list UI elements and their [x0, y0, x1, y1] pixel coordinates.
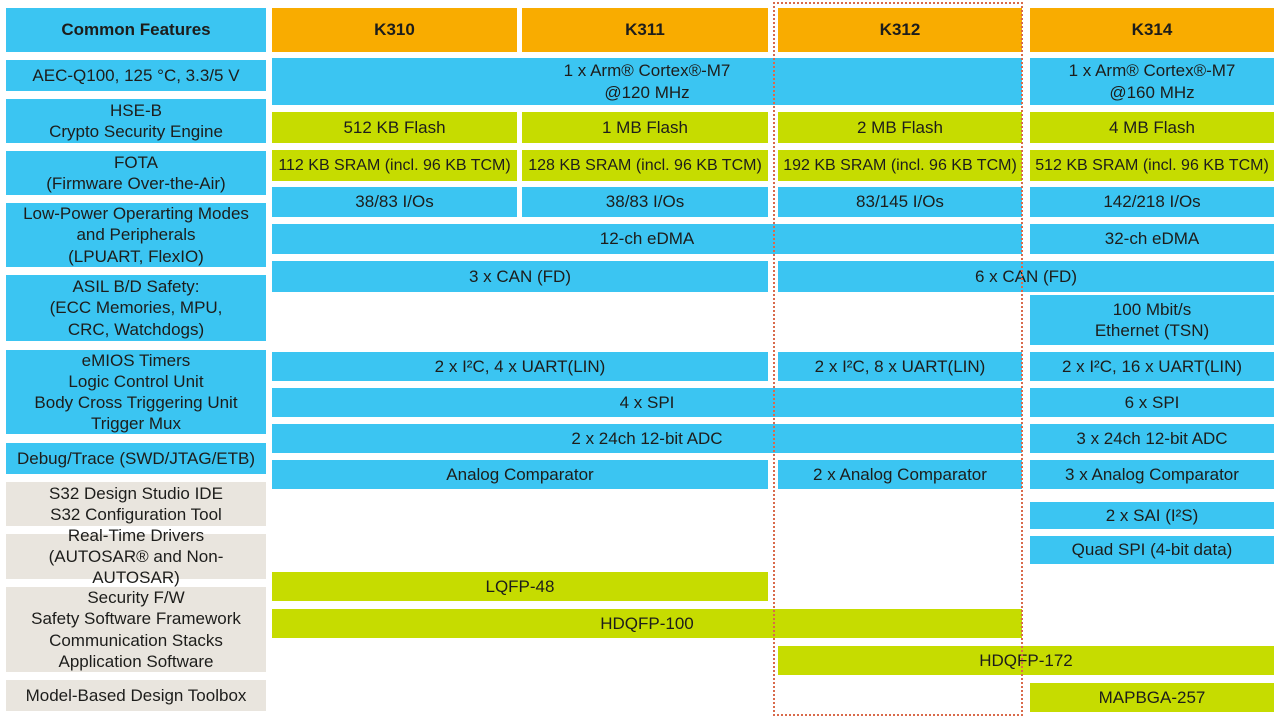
- spec-comparator-k310-k311: Analog Comparator: [272, 460, 768, 489]
- spec-adc-k310-k312: 2 x 24ch 12-bit ADC: [272, 424, 1022, 453]
- spec-flash-k314: 4 MB Flash: [1030, 112, 1274, 143]
- spec-flash-k311: 1 MB Flash: [522, 112, 768, 143]
- spec-sram-k310: 112 KB SRAM (incl. 96 KB TCM): [272, 150, 517, 181]
- spec-flash-k310: 512 KB Flash: [272, 112, 517, 143]
- spec-package-hdqfp172: HDQFP-172: [778, 646, 1274, 675]
- feature-emios-timers: eMIOS Timers Logic Control Unit Body Cro…: [6, 350, 266, 434]
- spec-sram-k311: 128 KB SRAM (incl. 96 KB TCM): [522, 150, 768, 181]
- spec-i2c-uart-k312: 2 x I²C, 8 x UART(LIN): [778, 352, 1022, 381]
- spec-sram-k314: 512 KB SRAM (incl. 96 KB TCM): [1030, 150, 1274, 181]
- spec-ios-k311: 38/83 I/Os: [522, 187, 768, 217]
- feature-real-time-drivers: Real-Time Drivers (AUTOSAR® and Non-AUTO…: [6, 526, 266, 587]
- spec-ethernet-k314: 100 Mbit/s Ethernet (TSN): [1030, 295, 1274, 345]
- spec-ios-k312: 83/145 I/Os: [778, 187, 1022, 217]
- header-k314: K314: [1030, 8, 1274, 52]
- feature-hse-crypto: HSE-B Crypto Security Engine: [6, 99, 266, 143]
- header-k312: K312: [778, 8, 1022, 52]
- spec-ios-k314: 142/218 I/Os: [1030, 187, 1274, 217]
- spec-package-lqfp48: LQFP-48: [272, 572, 768, 601]
- header-common-features: Common Features: [6, 8, 266, 52]
- spec-adc-k314: 3 x 24ch 12-bit ADC: [1030, 424, 1274, 453]
- spec-edma-k310-k312: 12-ch eDMA: [272, 224, 1022, 254]
- spec-ios-k310: 38/83 I/Os: [272, 187, 517, 217]
- feature-aec-q100: AEC-Q100, 125 °C, 3.3/5 V: [6, 60, 266, 91]
- header-k311: K311: [522, 8, 768, 52]
- header-k310: K310: [272, 8, 517, 52]
- spec-spi-k314: 6 x SPI: [1030, 388, 1274, 417]
- feature-s32-design-studio: S32 Design Studio IDE S32 Configuration …: [6, 482, 266, 526]
- spec-qspi-k314: Quad SPI (4-bit data): [1030, 536, 1274, 564]
- feature-mbd-toolbox: Model-Based Design Toolbox: [6, 680, 266, 711]
- spec-can-k310-k311: 3 x CAN (FD): [272, 261, 768, 292]
- spec-can-k312-k314: 6 x CAN (FD): [778, 261, 1274, 292]
- spec-sai-k314: 2 x SAI (I²S): [1030, 502, 1274, 529]
- spec-edma-k314: 32-ch eDMA: [1030, 224, 1274, 254]
- spec-comparator-k314: 3 x Analog Comparator: [1030, 460, 1274, 489]
- spec-package-hdqfp100: HDQFP-100: [272, 609, 1022, 638]
- spec-i2c-uart-k314: 2 x I²C, 16 x UART(LIN): [1030, 352, 1274, 381]
- spec-flash-k312: 2 MB Flash: [778, 112, 1022, 143]
- spec-sram-k312: 192 KB SRAM (incl. 96 KB TCM): [778, 150, 1022, 181]
- feature-asil-safety: ASIL B/D Safety: (ECC Memories, MPU, CRC…: [6, 275, 266, 341]
- feature-low-power: Low-Power Operarting Modes and Periphera…: [6, 203, 266, 267]
- spec-i2c-uart-k310-k311: 2 x I²C, 4 x UART(LIN): [272, 352, 768, 381]
- spec-package-mapbga257: MAPBGA-257: [1030, 683, 1274, 712]
- spec-spi-k310-k312: 4 x SPI: [272, 388, 1022, 417]
- spec-cpu-k314: 1 x Arm® Cortex®-M7 @160 MHz: [1030, 58, 1274, 105]
- spec-comparator-k312: 2 x Analog Comparator: [778, 460, 1022, 489]
- feature-debug-trace: Debug/Trace (SWD/JTAG/ETB): [6, 443, 266, 474]
- feature-security-fw: Security F/W Safety Software Framework C…: [6, 587, 266, 672]
- spec-cpu-k310-k312: 1 x Arm® Cortex®-M7 @120 MHz: [272, 58, 1022, 105]
- feature-fota: FOTA (Firmware Over-the-Air): [6, 151, 266, 195]
